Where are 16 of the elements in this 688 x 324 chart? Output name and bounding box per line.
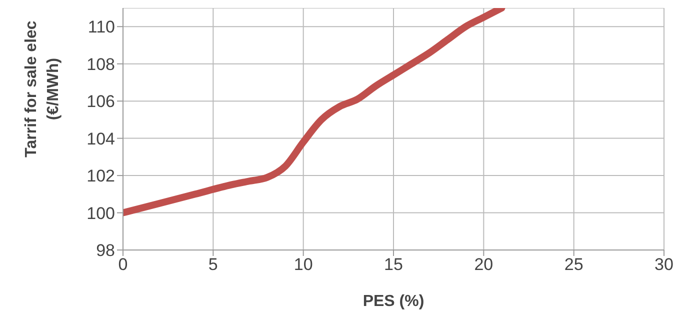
y-tick-label: 104 — [86, 129, 115, 148]
y-tick-label: 102 — [86, 166, 115, 186]
y-tick-label: 110 — [88, 18, 115, 37]
x-tick-label: 0 — [118, 255, 128, 274]
y-axis-title: Tarrif for sale elec (€/MWh) — [23, 20, 62, 158]
y-tick-label: 106 — [86, 92, 115, 112]
y-tick-label: 98 — [96, 241, 115, 260]
x-tick-label: 15 — [384, 255, 403, 274]
x-tick-label: 30 — [654, 255, 674, 274]
x-tick-label: 20 — [474, 255, 494, 274]
y-tick-label: 108 — [86, 54, 115, 74]
x-axis-title: PES (%) — [362, 293, 424, 310]
x-tick-label: 5 — [208, 255, 218, 274]
x-tick-label: 25 — [564, 255, 584, 274]
x-tick-label: 10 — [294, 255, 313, 274]
y-tick-label: 100 — [86, 204, 115, 223]
